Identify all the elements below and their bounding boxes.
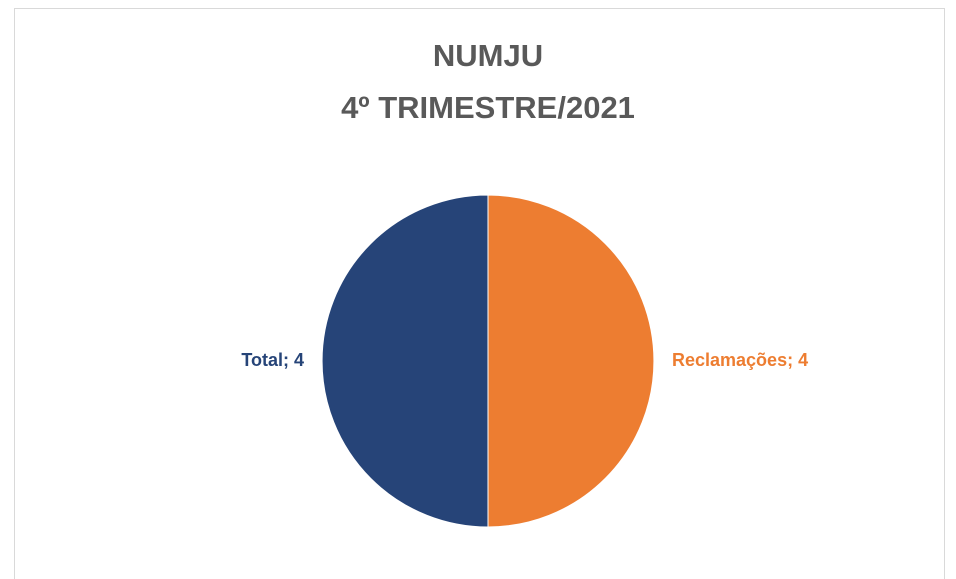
- chart-subtitle: 4º TRIMESTRE/2021: [341, 90, 635, 125]
- chart-title: NUMJU: [433, 38, 543, 73]
- pie-slice: [487, 194, 655, 528]
- data-label: Reclamações; 4: [672, 350, 808, 370]
- data-label: Total; 4: [241, 350, 304, 370]
- pie-slice: [321, 194, 489, 528]
